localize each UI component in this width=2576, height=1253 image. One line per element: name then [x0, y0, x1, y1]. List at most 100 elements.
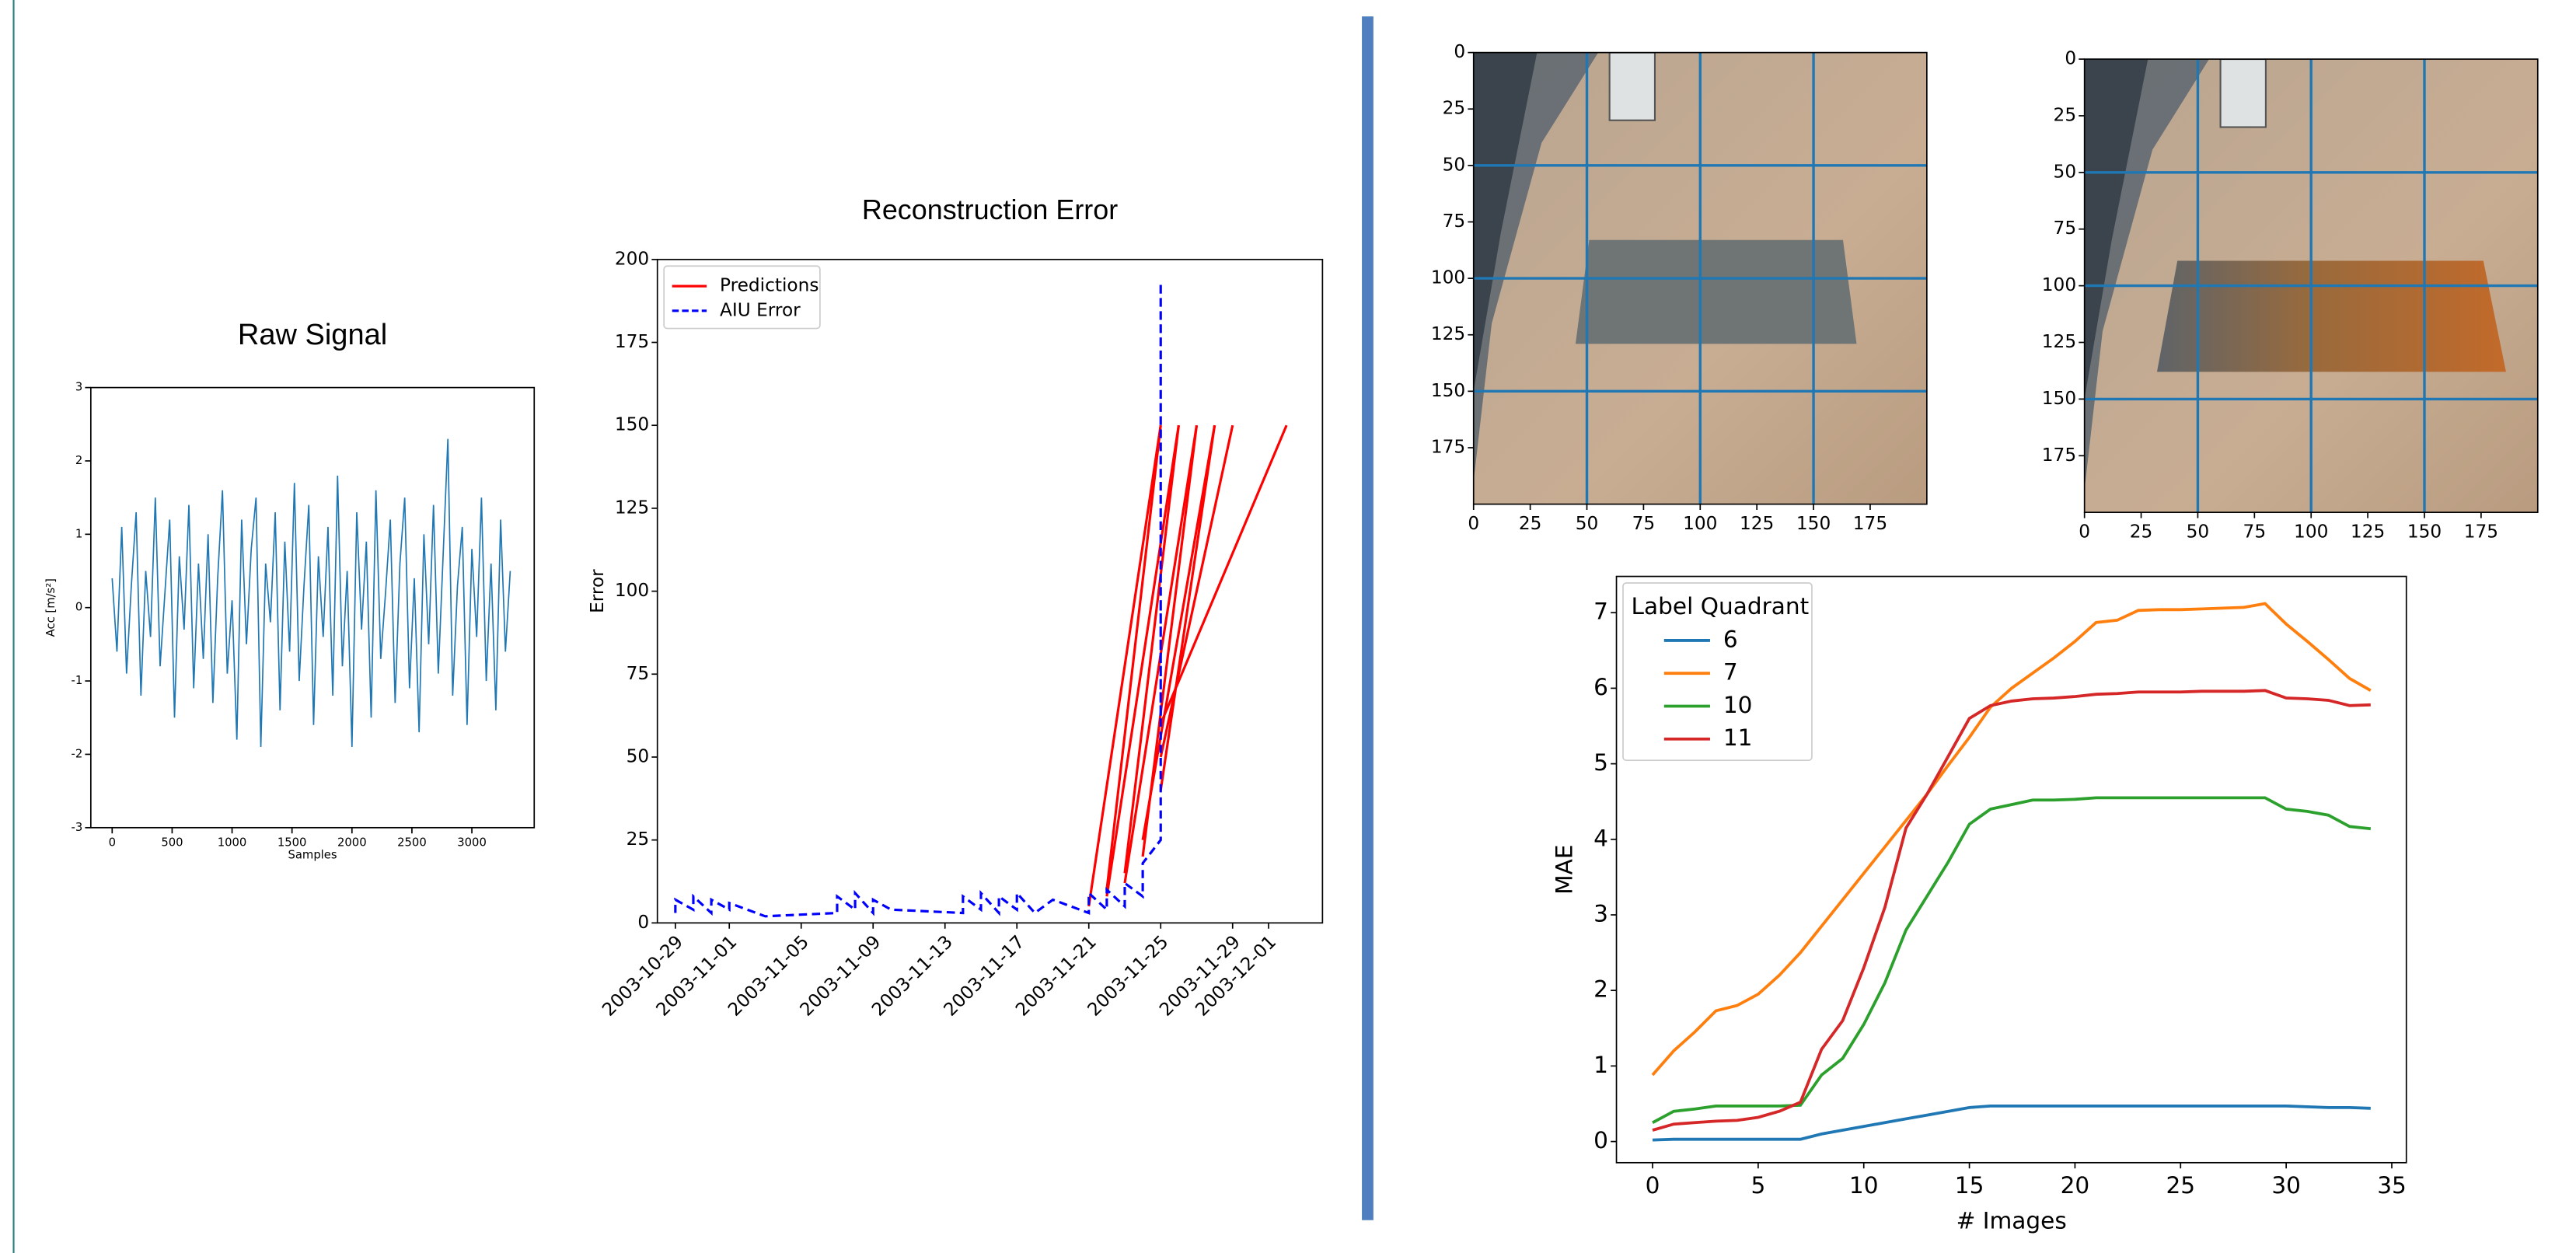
y-tick-label: 0 — [637, 912, 649, 933]
y-axis-label: Acc [m/s²] — [44, 578, 58, 637]
y-tick-label: 100 — [615, 580, 649, 601]
x-tick-label: 25 — [1519, 513, 1542, 534]
series-line — [674, 282, 1162, 918]
x-tick-label: 30 — [2271, 1172, 2301, 1199]
series-line — [1652, 796, 2372, 1124]
x-tick-label: 2500 — [397, 836, 427, 849]
y-tick-label: 2 — [1593, 976, 1608, 1003]
y-tick-label: 50 — [627, 745, 650, 766]
x-tick-label: 0 — [1468, 513, 1479, 534]
axes-frame — [656, 258, 1324, 924]
prediction-line — [1159, 424, 1288, 724]
y-tick-label: 75 — [2054, 218, 2077, 239]
prediction-line — [1159, 424, 1234, 758]
x-tick-label: 75 — [1632, 513, 1656, 534]
y-tick-label: 7 — [1593, 599, 1608, 625]
y-tick-label: 6 — [1593, 674, 1608, 700]
x-tick-label: 15 — [1955, 1172, 1984, 1199]
prediction-line — [1105, 424, 1180, 897]
y-tick-label: 0 — [1454, 41, 1465, 62]
legend-title: Label Quadrant — [1632, 593, 1810, 620]
x-tick-label: 50 — [2187, 522, 2210, 543]
legend-label: 6 — [1723, 626, 1738, 652]
wall-edge — [1473, 52, 1538, 392]
y-tick-label: 3 — [75, 381, 82, 394]
chart: 0 25 50 75 100 125 150 175 0 25 50 75 100 125 150 175 — [2042, 48, 2539, 543]
y-tick-label: 4 — [1593, 825, 1608, 851]
y-tick-label: 75 — [1443, 211, 1466, 232]
x-tick-label: 50 — [1576, 513, 1599, 534]
y-tick-label: 0 — [75, 601, 82, 614]
legend-label: Predictions — [720, 275, 819, 296]
wall-edge — [2084, 59, 2148, 400]
x-tick-label: 175 — [1853, 513, 1887, 534]
y-tick-label: 125 — [615, 497, 649, 518]
x-tick-label: 10 — [1849, 1172, 1879, 1199]
y-tick-label: -3 — [72, 821, 83, 834]
y-tick-label: 3 — [1593, 900, 1608, 927]
series-line — [111, 438, 511, 748]
plate — [1575, 239, 1857, 344]
y-tick-label: 50 — [1443, 154, 1466, 175]
axes-frame — [1615, 575, 2407, 1164]
y-tick-label: 150 — [2042, 388, 2076, 409]
prediction-line — [1141, 424, 1216, 840]
chart: 2003-10-292003-11-012003-11-052003-11-09… — [587, 194, 1324, 1021]
y-tick-label: 25 — [2054, 104, 2077, 125]
x-tick-label: 100 — [2294, 522, 2328, 543]
chart: 0 500 1000 1500 2000 2500 3000 -3 -2 -1 0 1 2 3 Raw Si… — [44, 319, 536, 862]
legend-box — [1622, 582, 1813, 762]
x-tick-label: 500 — [161, 836, 183, 849]
x-tick-label: 125 — [2351, 522, 2385, 543]
y-tick-label: 175 — [615, 331, 649, 352]
y-tick-label: 75 — [627, 663, 650, 684]
y-tick-label: 5 — [1593, 749, 1608, 776]
legend-label: AIU Error — [720, 299, 801, 320]
socket — [1608, 52, 1656, 121]
socket — [2219, 59, 2267, 128]
x-tick-label: 0 — [1646, 1172, 1660, 1199]
x-tick-label: 175 — [2464, 522, 2498, 543]
y-tick-label: 125 — [1431, 323, 1465, 344]
chart: 0 5 10 15 20 25 30 35 0 1 2 3 4 5 6 7 # Images MAE Label Q… — [1552, 575, 2407, 1234]
y-tick-label: 25 — [1443, 98, 1466, 119]
y-tick-label: 25 — [627, 829, 650, 850]
y-axis-label: Error — [587, 569, 608, 613]
y-tick-label: 1 — [1593, 1052, 1608, 1078]
y-tick-label: 100 — [1431, 267, 1465, 288]
x-tick-label: 3000 — [457, 836, 487, 849]
y-tick-label: 125 — [2042, 331, 2076, 352]
legend-label: 7 — [1723, 659, 1738, 686]
axes-frame — [89, 386, 536, 829]
chart-title: Reconstruction Error — [862, 194, 1118, 225]
chart-title: Raw Signal — [238, 319, 387, 351]
plate — [2156, 260, 2506, 372]
x-tick-label: 1500 — [277, 836, 307, 849]
y-tick-label: 100 — [2042, 274, 2076, 295]
series-line — [1652, 1105, 2371, 1142]
y-tick-label: 0 — [2065, 48, 2076, 69]
prediction-line — [1105, 425, 1162, 890]
y-tick-label: 175 — [2042, 445, 2076, 466]
y-tick-label: 175 — [1431, 436, 1465, 457]
y-tick-label: 150 — [615, 414, 649, 435]
y-tick-label: -1 — [72, 674, 83, 687]
prediction-line — [1159, 424, 1216, 791]
y-tick-label: 150 — [1431, 380, 1465, 401]
series-line — [1652, 689, 2371, 1132]
y-tick-label: 50 — [2054, 161, 2077, 182]
x-tick-label: 150 — [1796, 513, 1831, 534]
chart: 0 25 50 75 100 125 150 175 0 25 50 75 100 125 150 175 — [1431, 41, 1928, 534]
x-tick-label: 1000 — [218, 836, 247, 849]
x-tick-label: 25 — [2166, 1172, 2195, 1199]
x-axis-label: # Images — [1956, 1207, 2067, 1234]
legend-label: 11 — [1723, 724, 1753, 751]
x-tick-label: 150 — [2407, 522, 2442, 543]
x-tick-label: 5 — [1750, 1172, 1765, 1199]
x-tick-label: 2000 — [337, 836, 367, 849]
x-tick-label: 0 — [109, 836, 116, 849]
y-axis-label: MAE — [1552, 844, 1578, 894]
y-tick-label: 2 — [75, 454, 82, 467]
